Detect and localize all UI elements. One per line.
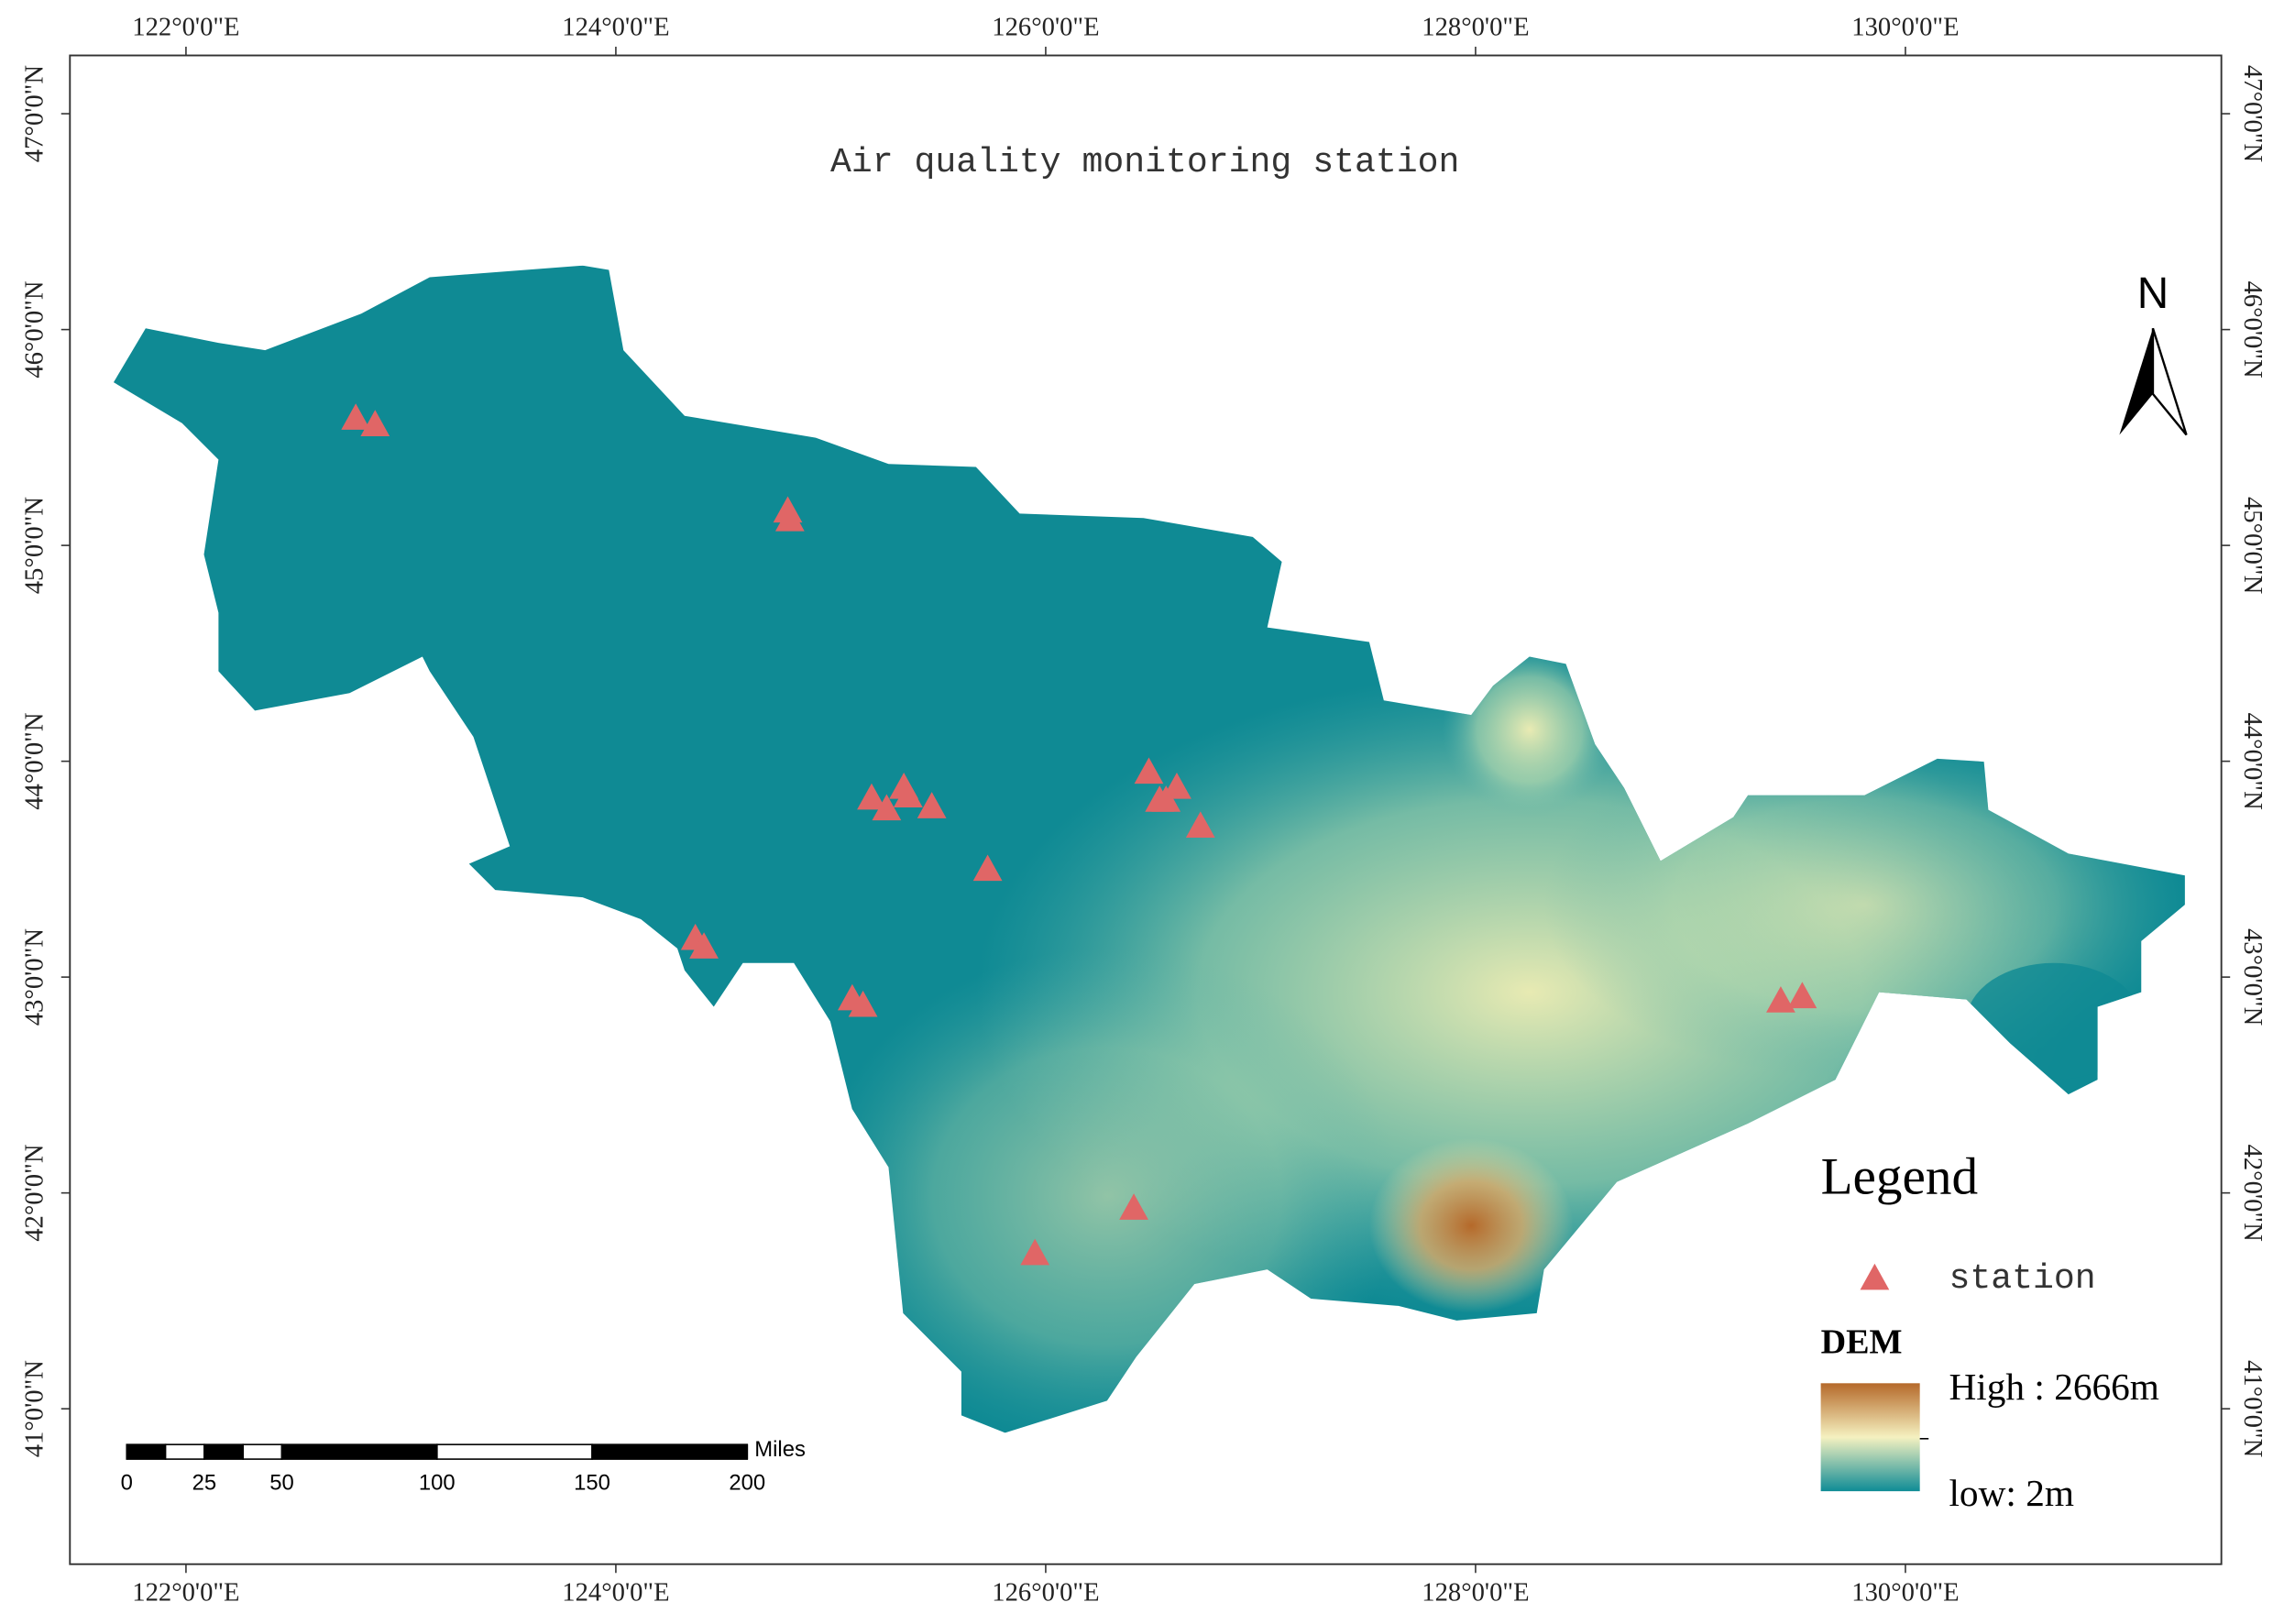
station: [689, 932, 719, 959]
lon-label-bottom: 124°0'0"E: [562, 1578, 669, 1608]
lon-label-bottom: 130°0'0"E: [1851, 1578, 1959, 1608]
lat-label-right: 42°0'0"N: [2238, 1144, 2268, 1242]
station: [857, 783, 886, 810]
scale-unit: Miles: [754, 1437, 806, 1462]
station: [1020, 1238, 1050, 1266]
lat-label-right: 46°0'0"N: [2238, 280, 2268, 379]
scale-label: 25: [192, 1470, 217, 1495]
lon-label-top: 130°0'0"E: [1851, 12, 1959, 41]
dem-ramp: [1820, 1383, 1920, 1492]
station: [360, 410, 390, 436]
lat-label-right: 43°0'0"N: [2238, 928, 2268, 1026]
scale-segment: [435, 1443, 593, 1460]
lat-label-right: 44°0'0"N: [2238, 712, 2268, 810]
map-title: Air quality monitoring station: [830, 143, 1459, 182]
station: [1766, 986, 1795, 1013]
station: [341, 403, 371, 430]
lon-label-top: 126°0'0"E: [992, 12, 1099, 41]
lat-label-right: 41°0'0"N: [2238, 1360, 2268, 1458]
lon-label-bottom: 126°0'0"E: [992, 1578, 1099, 1608]
scale-segment: [126, 1443, 167, 1460]
lat-label-left: 46°0'0"N: [19, 280, 49, 379]
station: [893, 781, 923, 808]
scale-segment: [164, 1443, 205, 1460]
scale-segment: [280, 1443, 438, 1460]
station: [917, 792, 947, 818]
legend-title: Legend: [1821, 1148, 1979, 1206]
scale-segment: [591, 1443, 749, 1460]
lon-label-top: 124°0'0"E: [562, 12, 669, 41]
lat-label-left: 43°0'0"N: [19, 928, 49, 1026]
scale-label: 0: [121, 1470, 133, 1495]
legend-dem-title: DEM: [1821, 1323, 1903, 1362]
lat-label-left: 41°0'0"N: [19, 1360, 49, 1458]
station: [872, 794, 902, 821]
lat-label-left: 42°0'0"N: [19, 1144, 49, 1242]
station: [1151, 785, 1181, 812]
scale-label: 150: [574, 1470, 610, 1495]
station: [1134, 757, 1164, 785]
dem-high: High : 2666m: [1949, 1366, 2159, 1408]
lon-label-top: 122°0'0"E: [132, 12, 239, 41]
station: [848, 990, 878, 1017]
lat-label-left: 44°0'0"N: [19, 712, 49, 810]
station: [774, 504, 805, 532]
north-arrow: N: [2119, 269, 2188, 436]
lat-label-left: 47°0'0"N: [19, 65, 49, 163]
legend-station-symbol: [1860, 1263, 1890, 1290]
legend: Legend station DEM High : 2666m low: 2m: [1821, 1148, 2159, 1514]
scale-label: 50: [269, 1470, 294, 1495]
lat-label-left: 45°0'0"N: [19, 497, 49, 595]
scale-segment: [242, 1443, 283, 1460]
lon-label-bottom: 122°0'0"E: [132, 1578, 239, 1608]
scale-label: 100: [419, 1470, 456, 1495]
scale-label: 200: [729, 1470, 765, 1495]
lat-label-right: 47°0'0"N: [2238, 65, 2268, 163]
lon-label-bottom: 128°0'0"E: [1422, 1578, 1529, 1608]
station: [1787, 982, 1817, 1009]
dem-low: low: 2m: [1949, 1472, 2074, 1514]
scale-segment: [203, 1443, 245, 1460]
station: [1119, 1193, 1148, 1220]
legend-station-label: station: [1949, 1259, 2095, 1299]
station: [1185, 811, 1215, 839]
scale-bar: 0 25 50 100 150 200 Miles: [121, 1437, 806, 1496]
lon-label-top: 128°0'0"E: [1422, 12, 1529, 41]
station: [972, 854, 1003, 882]
lat-label-right: 45°0'0"N: [2238, 497, 2268, 595]
north-label: N: [2137, 269, 2169, 318]
